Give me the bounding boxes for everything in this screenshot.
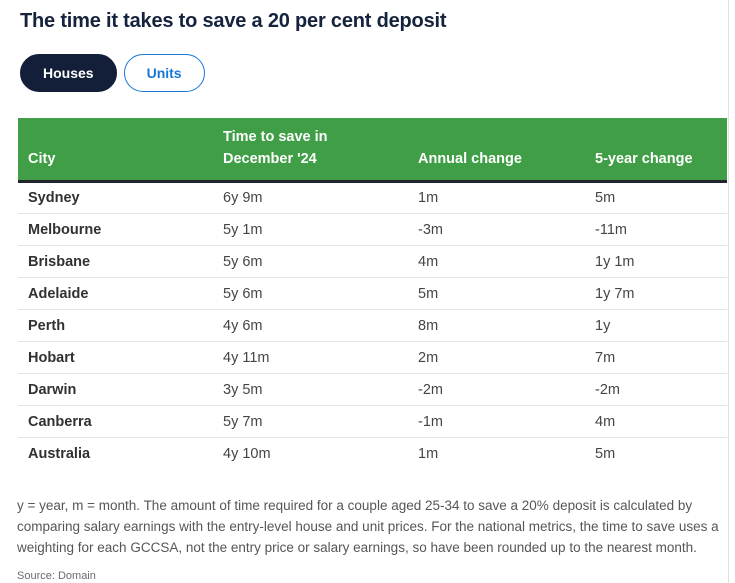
footnote-text: y = year, m = month. The amount of time … <box>17 497 719 555</box>
table-row: Melbourne 5y 1m -3m -11m <box>18 213 727 246</box>
column-header-city: City <box>18 118 213 183</box>
table-row: Canberra 5y 7m -1m 4m <box>18 405 727 438</box>
column-header-annual-change: Annual change <box>408 118 585 183</box>
table-body: Sydney 6y 9m 1m 5m Melbourne 5y 1m -3m -11m Bris… <box>18 181 727 470</box>
city-cell: Darwin <box>18 373 213 406</box>
column-header-5-year-change: 5-year change <box>585 118 727 183</box>
value-cell: -3m <box>408 213 585 246</box>
table-row: Australia 4y 10m 1m 5m <box>18 438 727 470</box>
table-row: Sydney 6y 9m 1m 5m <box>18 181 727 214</box>
value-cell: -2m <box>585 373 727 406</box>
value-cell: 5y 6m <box>213 245 408 278</box>
table-row: Hobart 4y 11m 2m 7m <box>18 341 727 374</box>
value-cell: 1y 7m <box>585 277 727 310</box>
tab-units[interactable]: Units <box>123 54 205 92</box>
city-cell: Melbourne <box>18 213 213 246</box>
tab-houses[interactable]: Houses <box>20 54 117 92</box>
source-label: Source: Domain <box>17 569 96 582</box>
tab-row: Houses Units <box>20 54 735 92</box>
table-row: Darwin 3y 5m -2m -2m <box>18 373 727 406</box>
value-cell: -1m <box>408 405 585 438</box>
value-cell: 7m <box>585 341 727 374</box>
table-row: Perth 4y 6m 8m 1y <box>18 309 727 342</box>
value-cell: 4y 10m <box>223 445 271 462</box>
value-cell: 5y 1m <box>213 213 408 246</box>
city-cell: Canberra <box>18 405 213 438</box>
value-cell: 8m <box>408 309 585 342</box>
table-header: City Time to save in December '24 Annual… <box>18 118 727 183</box>
value-cell: 4y 6m <box>213 309 408 342</box>
column-header-time-to-save: Time to save in December '24 <box>213 118 408 183</box>
value-cell: 1y 1m <box>585 245 727 278</box>
value-cell: 3y 5m <box>213 373 408 406</box>
value-cell: 4m <box>408 245 585 278</box>
table-row: Adelaide 5y 6m 5m 1y 7m <box>18 277 727 310</box>
page-title: The time it takes to save a 20 per cent … <box>20 10 447 32</box>
city-cell: Adelaide <box>18 277 213 310</box>
value-cell: -11m <box>585 213 727 246</box>
value-cell: 5y 6m <box>213 277 408 310</box>
value-cell: 1y <box>585 309 727 342</box>
value-cell: 5y 7m <box>213 405 408 438</box>
value-cell: 6y 9m <box>213 181 408 214</box>
value-cell: 1m <box>418 445 439 462</box>
city-cell: Perth <box>18 309 213 342</box>
city-cell: Hobart <box>18 341 213 374</box>
city-cell: Australia <box>28 445 91 462</box>
value-cell: 4y 11m <box>213 341 408 374</box>
value-cell: 5m <box>585 181 727 214</box>
city-cell: Brisbane <box>18 245 213 278</box>
deposit-time-table: City Time to save in December '24 Annual… <box>18 118 727 470</box>
value-cell: 5m <box>408 277 585 310</box>
value-cell: -2m <box>408 373 585 406</box>
right-edge-divider <box>728 0 729 583</box>
value-cell: 4m <box>585 405 727 438</box>
value-cell: 1m <box>408 181 585 214</box>
value-cell: 5m <box>595 445 616 462</box>
value-cell: 2m <box>408 341 585 374</box>
table-row: Brisbane 5y 6m 4m 1y 1m <box>18 245 727 278</box>
city-cell: Sydney <box>18 181 213 214</box>
table-header-row: City Time to save in December '24 Annual… <box>18 118 727 183</box>
